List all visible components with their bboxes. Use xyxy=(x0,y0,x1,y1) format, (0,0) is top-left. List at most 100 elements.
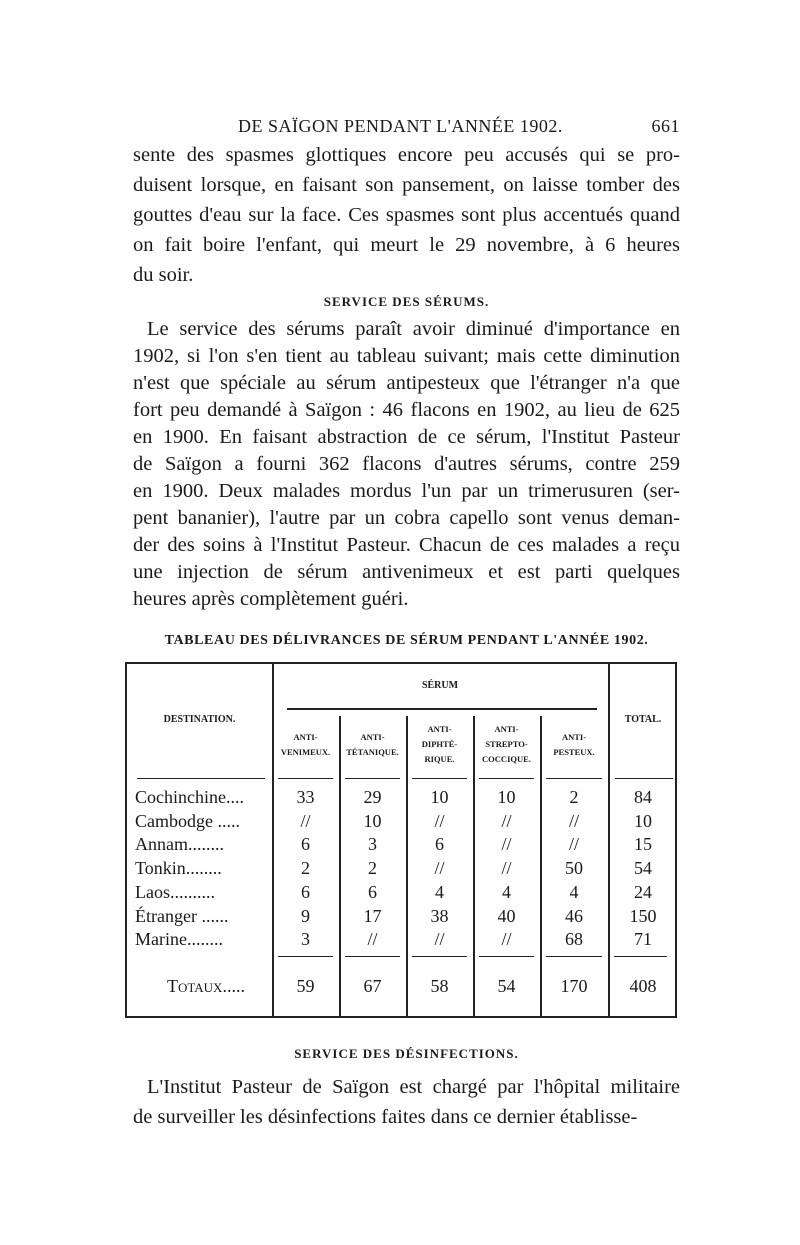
table-row-value: 24 xyxy=(634,881,652,902)
table-row-value: // xyxy=(568,834,579,855)
table-row-value: 33 xyxy=(296,787,315,807)
text-line: fort peu demandé à Saïgon : 46 flacons e… xyxy=(133,399,680,421)
column-header-4: ANTI- xyxy=(561,732,587,742)
table-row-value: 6 xyxy=(435,834,444,855)
totals-value: 58 xyxy=(430,976,449,996)
header-rule xyxy=(278,778,333,779)
totals-rule xyxy=(412,956,467,957)
table-row-value: 4 xyxy=(569,881,579,902)
totals-value: 59 xyxy=(296,976,315,996)
table-row-value: 84 xyxy=(634,787,652,807)
serum-table: DESTINATION. SÉRUM TOTAL. ANTI- VENIMEUX. ANT… xyxy=(125,662,677,1018)
text-line: de surveiller les désinfections faites d… xyxy=(133,1106,638,1128)
header-rule xyxy=(412,778,467,779)
text-line: Le service des sérums paraît avoir dimin… xyxy=(147,318,680,340)
text-line: pent bananier), l'autre par un cobra cap… xyxy=(133,507,680,529)
text-line: gouttes d'eau sur la face. Ces spasmes s… xyxy=(133,204,680,226)
column-header-3: COCCIQUE. xyxy=(482,754,531,764)
column-header-0: ANTI- xyxy=(293,732,318,742)
text-line: duisent lorsque, en faisant son pansemen… xyxy=(133,174,680,196)
table-title: TABLEAU DES DÉLIVRANCES DE SÉRUM PENDANT… xyxy=(164,633,649,648)
table-row-value: 68 xyxy=(565,929,583,950)
table-row-label: Cambodge ..... xyxy=(135,810,240,831)
header-rule xyxy=(345,778,400,779)
header-rule xyxy=(479,778,534,779)
table-row-value: // xyxy=(568,810,579,831)
header-rule xyxy=(546,778,602,779)
page-number: 661 xyxy=(651,116,680,136)
text-line: on fait boire l'enfant, qui meurt le 29 … xyxy=(133,234,680,256)
column-header-3: STREPTO- xyxy=(485,739,528,749)
text-line: de Saïgon a fourni 362 flacons d'autres … xyxy=(133,453,680,475)
table-row-value: 10 xyxy=(363,810,382,831)
table-row-value: 50 xyxy=(565,858,583,879)
column-divider xyxy=(473,716,475,1016)
totals-label: Totaux..... xyxy=(167,976,245,996)
section-heading-serums: SERVICE DES SÉRUMS. xyxy=(323,294,490,309)
header-rule xyxy=(137,778,265,779)
table-row-label: Laos.......... xyxy=(135,881,215,902)
table-row-value: 3 xyxy=(301,929,310,950)
column-header-2: ANTI- xyxy=(427,724,452,734)
paragraph-2: Le service des sérums paraît avoir dimin… xyxy=(133,316,680,613)
totals-rule xyxy=(614,956,667,957)
serum-brace xyxy=(287,708,597,710)
header-title: DE SAÏGON PENDANT L'ANNÉE 1902. xyxy=(238,116,563,136)
column-header-0: VENIMEUX. xyxy=(280,747,331,757)
column-divider xyxy=(608,664,610,1016)
totals-rule xyxy=(479,956,534,957)
table-row-value: 150 xyxy=(629,905,657,926)
column-header-1: ANTI- xyxy=(360,732,385,742)
table-row-value: 9 xyxy=(301,905,310,926)
paragraph-3: L'Institut Pasteur de Saïgon est chargé … xyxy=(133,1072,680,1132)
table-row-label: Marine........ xyxy=(135,929,223,950)
column-divider xyxy=(272,664,274,1016)
table-row-value: 29 xyxy=(363,787,382,807)
paragraph-1: sente des spasmes glottiques encore peu … xyxy=(133,140,680,290)
destination-header: DESTINATION. xyxy=(163,714,236,725)
table-row-label: Étranger ...... xyxy=(135,905,229,926)
text-line: sente des spasmes glottiques encore peu … xyxy=(133,144,680,166)
table-row-value: 17 xyxy=(363,905,382,926)
table-row-value: 10 xyxy=(634,810,652,831)
table-row-value: 2 xyxy=(569,787,579,807)
table-row-value: // xyxy=(434,929,445,950)
totals-rule xyxy=(345,956,400,957)
totals-value: 67 xyxy=(363,976,382,996)
table-row-value: 46 xyxy=(565,905,583,926)
totals-value: 170 xyxy=(560,976,588,996)
text-line: n'est que spéciale au sérum antipesteux … xyxy=(133,372,680,394)
table-row-value: // xyxy=(434,810,445,831)
column-header-2: DIPHTÉ- xyxy=(421,739,458,749)
table-row-value: 10 xyxy=(497,787,516,807)
table-row-value: 54 xyxy=(634,858,652,879)
text-line: en 1900. Deux malades mordus l'un par un… xyxy=(133,480,680,502)
totals-value: 54 xyxy=(497,976,516,996)
table-row-value: 10 xyxy=(430,787,449,807)
text-line: L'Institut Pasteur de Saïgon est chargé … xyxy=(147,1076,680,1098)
text-line: en 1900. En faisant abstraction de ce sé… xyxy=(133,426,680,448)
column-divider xyxy=(540,716,542,1016)
running-header: DE SAÏGON PENDANT L'ANNÉE 1902. 661 xyxy=(133,116,680,140)
column-divider xyxy=(406,716,408,1016)
table-row-value: // xyxy=(434,858,445,879)
table-row-label: Annam........ xyxy=(135,834,224,855)
table-row-value: 2 xyxy=(301,858,310,879)
table-row-value: // xyxy=(367,929,378,950)
text-line: der des soins à l'Institut Pasteur. Chac… xyxy=(133,534,680,556)
section-heading-disinfections: SERVICE DES DÉSINFECTIONS. xyxy=(294,1046,519,1061)
table-row-label: Tonkin........ xyxy=(135,858,222,879)
table-row-value: 4 xyxy=(435,881,444,902)
table-row-label: Cochinchine.... xyxy=(135,787,244,807)
table-row-value: 71 xyxy=(634,929,652,950)
serum-header: SÉRUM xyxy=(421,680,459,691)
table-row-value: // xyxy=(501,810,512,831)
table-row-value: 15 xyxy=(634,834,652,855)
table-row-value: 6 xyxy=(301,881,310,902)
totals-value: 408 xyxy=(629,976,657,996)
table-row-value: // xyxy=(501,929,512,950)
table-row-value: 38 xyxy=(430,905,449,926)
total-header: TOTAL. xyxy=(624,714,662,725)
column-header-3: ANTI- xyxy=(494,724,519,734)
